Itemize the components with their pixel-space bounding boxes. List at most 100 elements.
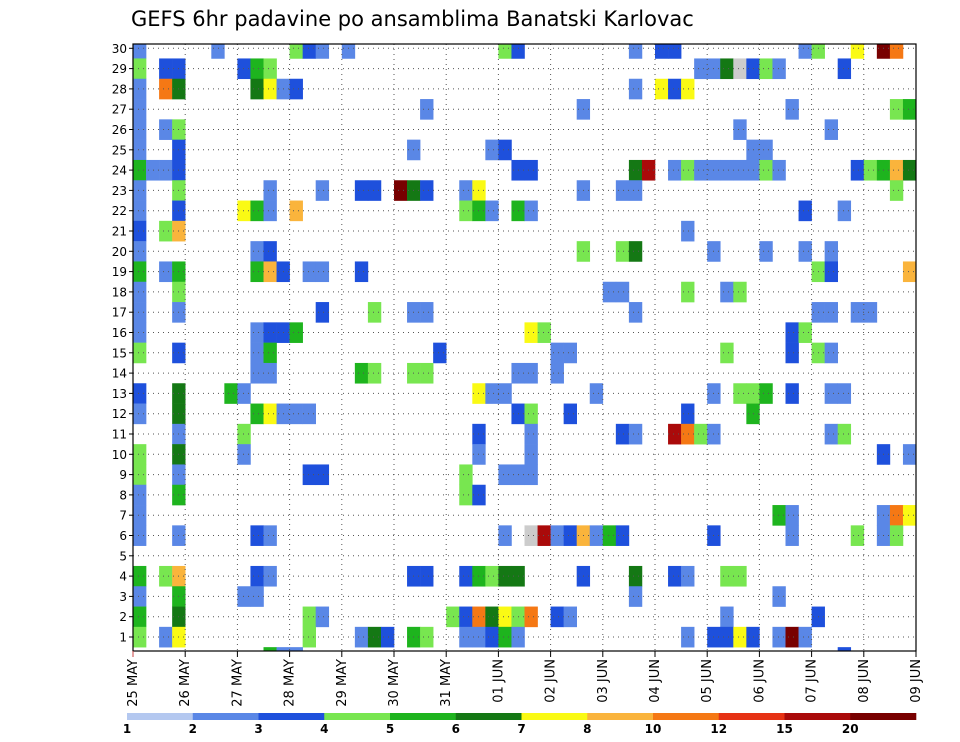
- heatmap-cell: [563, 606, 577, 628]
- heatmap-cell: [263, 78, 277, 100]
- heatmap-cell: [902, 261, 917, 283]
- heatmap-cell: [315, 464, 330, 486]
- heatmap-cell: [537, 322, 551, 343]
- heatmap-cell: [681, 281, 695, 303]
- heatmap-cell: [250, 586, 264, 607]
- heatmap-cell: [237, 586, 251, 607]
- heatmap-cell: [420, 180, 434, 201]
- heatmap-cell: [668, 423, 682, 445]
- heatmap-cell: [733, 159, 747, 181]
- heatmap-cell: [354, 180, 369, 201]
- heatmap-cell: [133, 220, 147, 242]
- y-tick-label: 9: [119, 468, 127, 482]
- x-tick-label: 08 JUN: [857, 659, 872, 703]
- y-tick-label: 12: [112, 407, 127, 421]
- heatmap-cell: [459, 565, 473, 587]
- heatmap-cell: [759, 139, 773, 161]
- heatmap-cell: [263, 180, 277, 201]
- heatmap-cell: [785, 505, 799, 526]
- y-tick-label: 23: [112, 184, 127, 198]
- heatmap-cell: [459, 606, 473, 628]
- heatmap-cell: [289, 403, 303, 425]
- x-tick-label: 27 MAY: [230, 659, 245, 707]
- heatmap-cell: [289, 78, 303, 100]
- heatmap-cell: [367, 180, 382, 201]
- heatmap-cell: [850, 525, 865, 546]
- heatmap-cell: [798, 200, 812, 222]
- heatmap-cell: [263, 261, 277, 283]
- heatmap-cell: [250, 78, 264, 100]
- heatmap-cell: [628, 180, 643, 201]
- heatmap-cell: [772, 58, 786, 80]
- y-tick-label: 25: [112, 143, 127, 157]
- heatmap-cell: [263, 342, 277, 364]
- heatmap-cell: [720, 281, 734, 303]
- heatmap-cell: [524, 322, 538, 343]
- heatmap-cell: [681, 220, 695, 242]
- heatmap-cell: [524, 403, 538, 425]
- heatmap-cells: [133, 44, 917, 652]
- y-tick-label: 3: [119, 590, 127, 604]
- heatmap-cell: [785, 383, 799, 404]
- heatmap-cell: [250, 403, 264, 425]
- heatmap-cell: [302, 44, 316, 59]
- heatmap-cell: [250, 241, 264, 262]
- heatmap-cell: [720, 159, 734, 181]
- y-tick-label: 10: [112, 448, 127, 462]
- heatmap-cell: [302, 464, 316, 486]
- heatmap-cell: [759, 159, 773, 181]
- heatmap-cell: [628, 423, 643, 445]
- heatmap-cell: [811, 44, 825, 59]
- heatmap-cell: [498, 464, 512, 486]
- heatmap-cell: [785, 525, 799, 546]
- heatmap-cell: [315, 44, 330, 59]
- legend-label: 1: [123, 722, 131, 736]
- heatmap-cell: [133, 444, 147, 465]
- heatmap-cell: [759, 383, 773, 404]
- heatmap-cell: [354, 362, 369, 384]
- heatmap-cell: [720, 626, 734, 648]
- heatmap-cell: [250, 58, 264, 80]
- heatmap-cell: [250, 322, 264, 343]
- heatmap-cell: [902, 99, 917, 120]
- heatmap-cell: [524, 423, 538, 445]
- heatmap-cell: [655, 78, 669, 100]
- legend-swatch: [324, 713, 391, 720]
- heatmap-cell: [263, 647, 277, 652]
- heatmap-cell: [237, 58, 251, 80]
- heatmap-cell: [498, 565, 512, 587]
- heatmap-cell: [263, 525, 277, 546]
- heatmap-cell: [133, 383, 147, 404]
- x-tick-label: 07 JUN: [805, 659, 820, 703]
- heatmap-cell: [159, 626, 173, 648]
- heatmap-cell: [733, 58, 747, 80]
- heatmap-cell: [681, 626, 695, 648]
- heatmap-cell: [237, 383, 251, 404]
- heatmap-cell: [772, 586, 786, 607]
- heatmap-cell: [133, 180, 147, 201]
- x-tick-label: 30 MAY: [387, 659, 402, 707]
- heatmap-cell: [498, 606, 512, 628]
- y-tick-label: 8: [119, 488, 127, 502]
- heatmap-cell: [133, 99, 147, 120]
- heatmap-cell: [263, 322, 277, 343]
- heatmap-cell: [889, 99, 904, 120]
- y-axis: 1234567891011121314151617181920212223242…: [112, 42, 133, 645]
- heatmap-cell: [146, 159, 160, 181]
- legend-label: 6: [452, 722, 460, 736]
- y-tick-label: 21: [112, 225, 127, 239]
- heatmap-cell: [824, 119, 838, 140]
- heatmap-cell: [133, 565, 147, 587]
- heatmap-cell: [550, 606, 564, 628]
- y-tick-label: 17: [112, 306, 127, 320]
- heatmap-cell: [694, 159, 708, 181]
- heatmap-cell: [315, 180, 330, 201]
- heatmap-cell: [289, 322, 303, 343]
- legend-swatch: [192, 713, 259, 720]
- x-tick-label: 31 MAY: [439, 659, 454, 707]
- heatmap-cell: [824, 383, 838, 404]
- heatmap-cell: [837, 383, 852, 404]
- heatmap-cell: [733, 383, 747, 404]
- heatmap-cell: [785, 322, 799, 343]
